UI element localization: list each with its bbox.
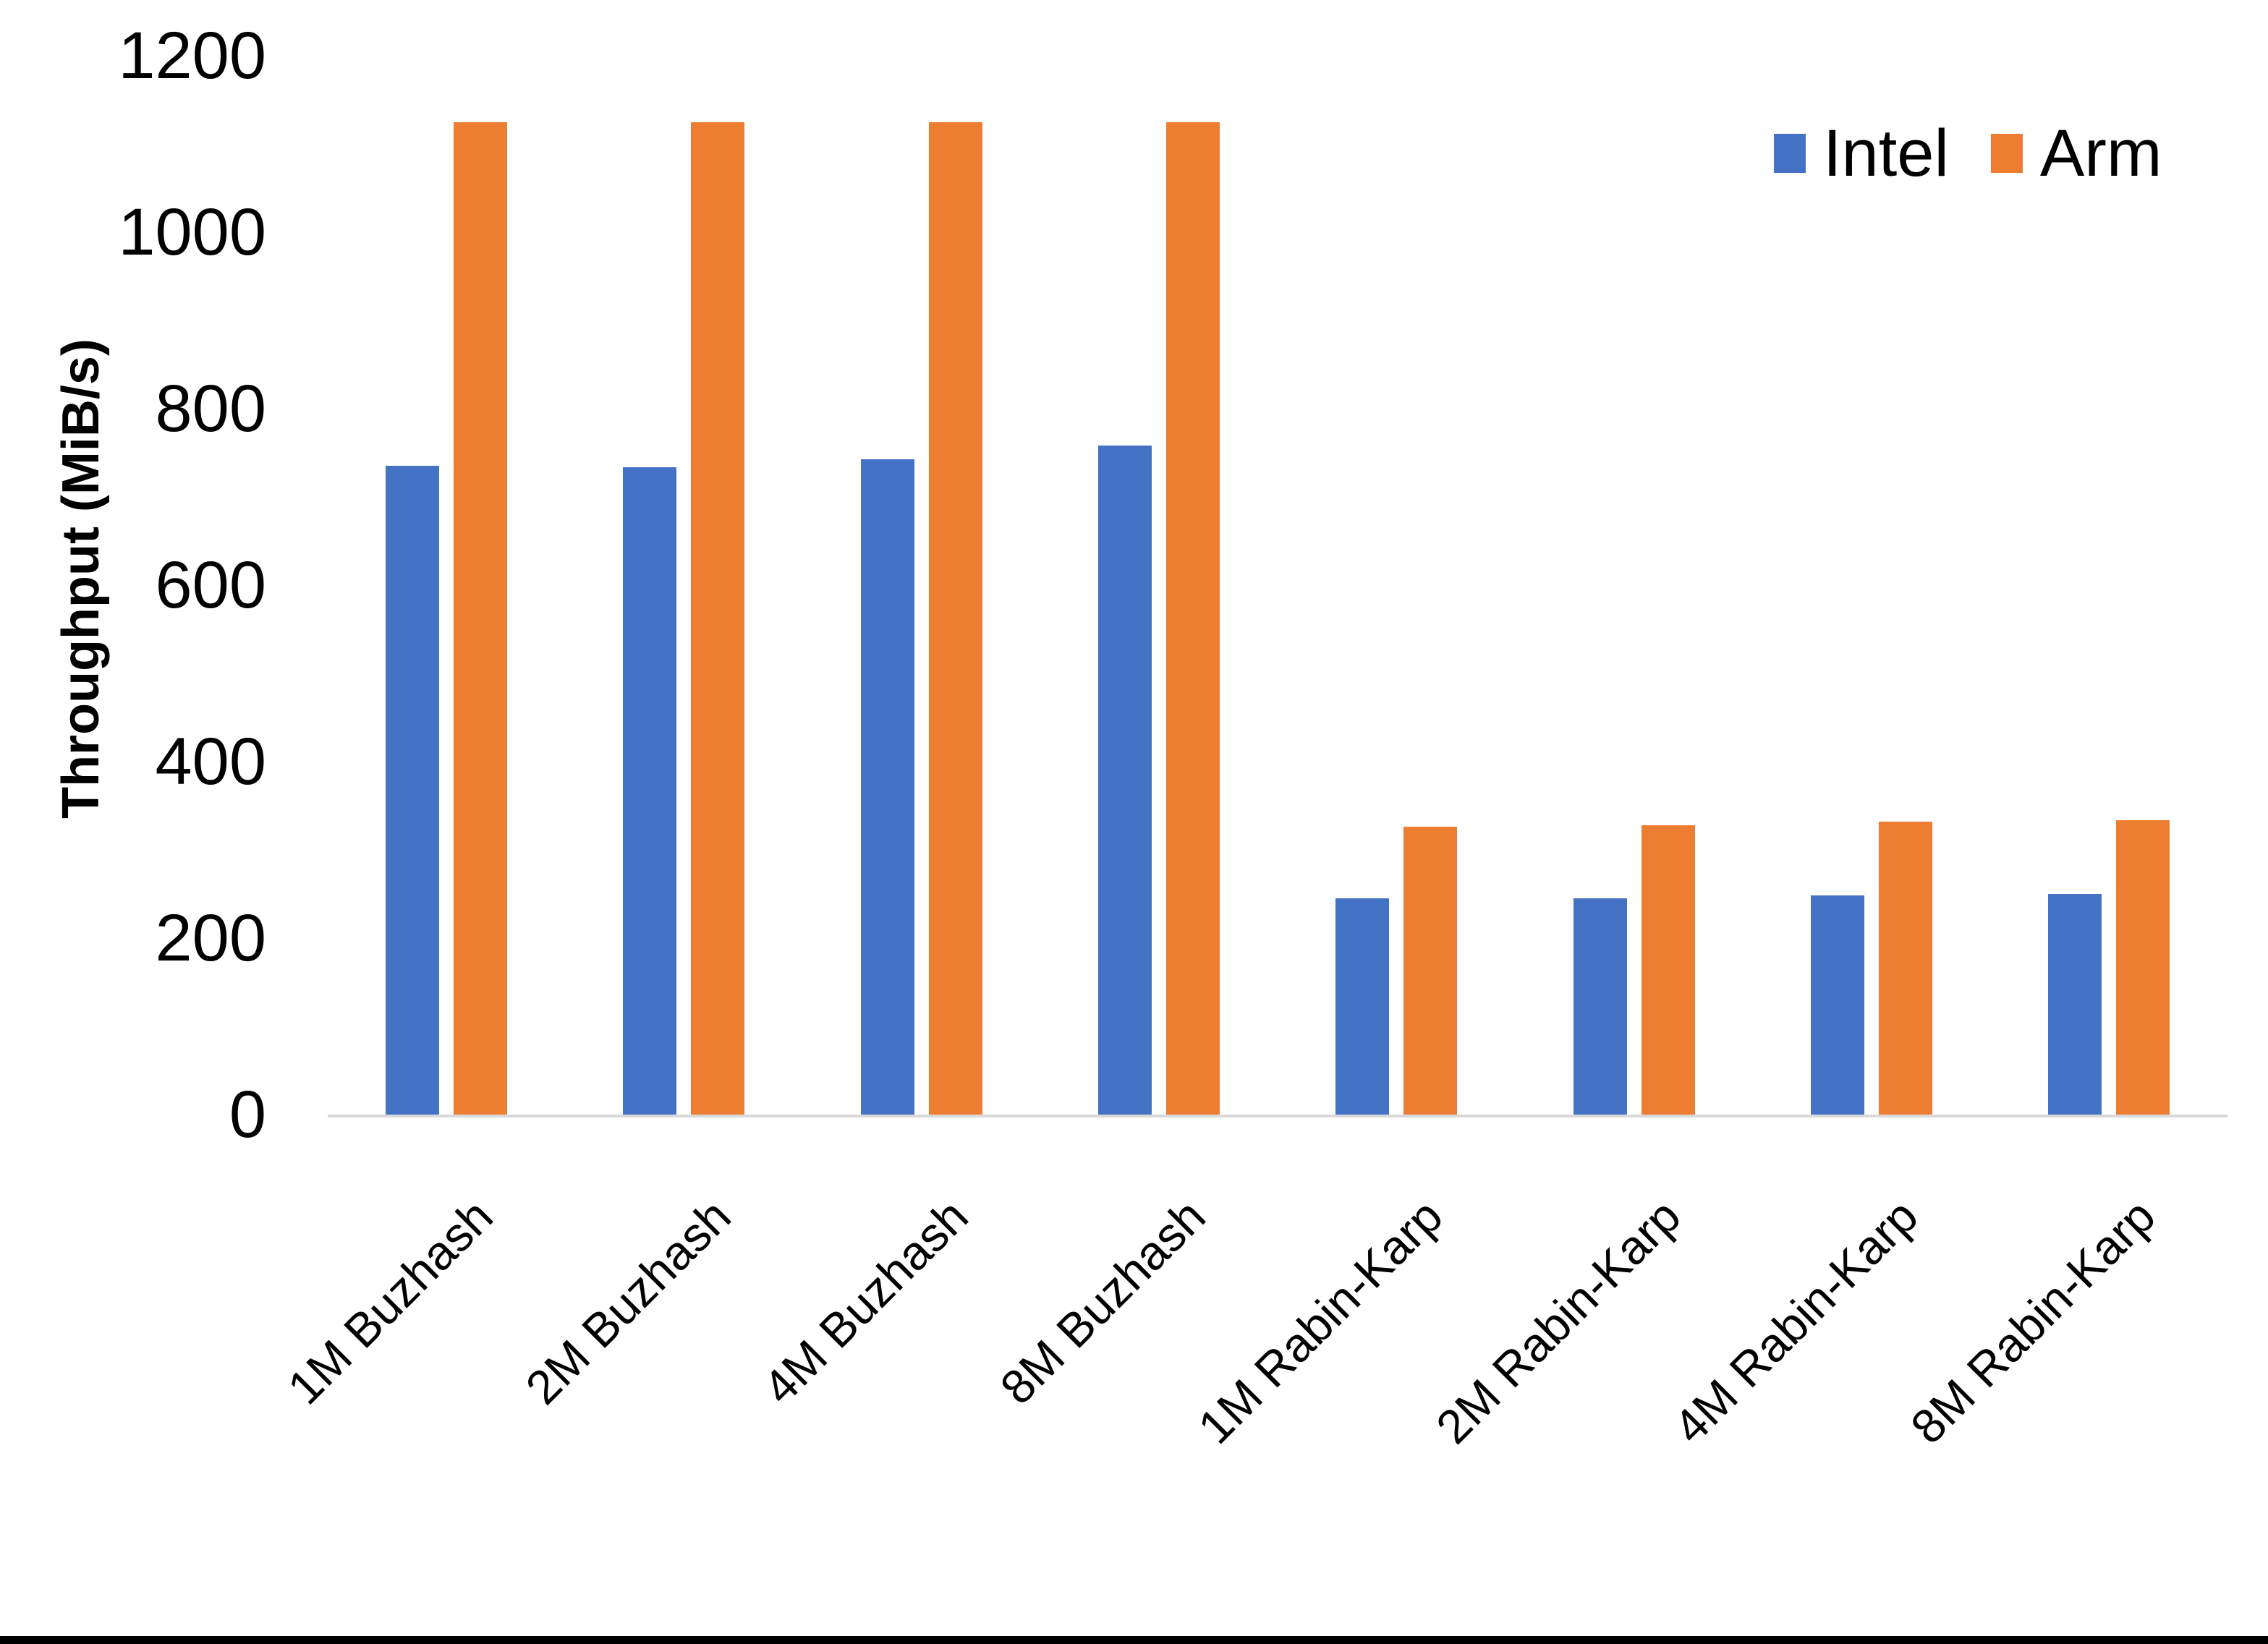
bar-arm-2m-buzhash: [691, 122, 745, 1115]
y-tick-label-200: 200: [155, 901, 267, 975]
bar-arm-4m-buzhash: [928, 122, 982, 1115]
legend: Intel Arm: [1774, 120, 2162, 187]
y-tick-label-0: 0: [229, 1078, 266, 1151]
bar-intel-2m-rabin-karp: [1573, 898, 1627, 1115]
bar-arm-1m-rabin-karp: [1403, 827, 1458, 1115]
legend-swatch-arm: [1990, 134, 2023, 173]
bar-intel-1m-buzhash: [386, 466, 439, 1115]
bar-intel-1m-rabin-karp: [1335, 898, 1390, 1115]
bar-intel-4m-buzhash: [860, 459, 914, 1115]
bar-arm-8m-buzhash: [1165, 122, 1220, 1115]
y-tick-label-1200: 1200: [118, 19, 266, 93]
y-tick-label-800: 800: [155, 372, 267, 446]
bar-arm-2m-rabin-karp: [1641, 825, 1695, 1115]
y-tick-label-600: 600: [155, 548, 267, 622]
legend-swatch-intel: [1774, 134, 1806, 173]
legend-item-arm: Arm: [1990, 116, 2162, 190]
y-tick-label-1000: 1000: [118, 195, 266, 269]
bar-intel-4m-rabin-karp: [1810, 895, 1864, 1115]
bar-arm-4m-rabin-karp: [1878, 821, 1932, 1115]
bar-arm-1m-buzhash: [454, 122, 507, 1115]
bar-arm-8m-rabin-karp: [2116, 819, 2170, 1115]
legend-item-intel: Intel: [1774, 120, 1949, 187]
legend-label-arm: Arm: [2039, 116, 2162, 190]
bar-intel-2m-buzhash: [623, 467, 677, 1115]
bar-intel-8m-buzhash: [1097, 446, 1152, 1115]
bar-intel-8m-rabin-karp: [2048, 894, 2102, 1115]
legend-label-intel: Intel: [1823, 116, 1949, 190]
window-bottom-edge: [0, 1636, 2268, 1644]
x-axis-line: [328, 1115, 2228, 1117]
y-tick-label-400: 400: [155, 725, 267, 798]
